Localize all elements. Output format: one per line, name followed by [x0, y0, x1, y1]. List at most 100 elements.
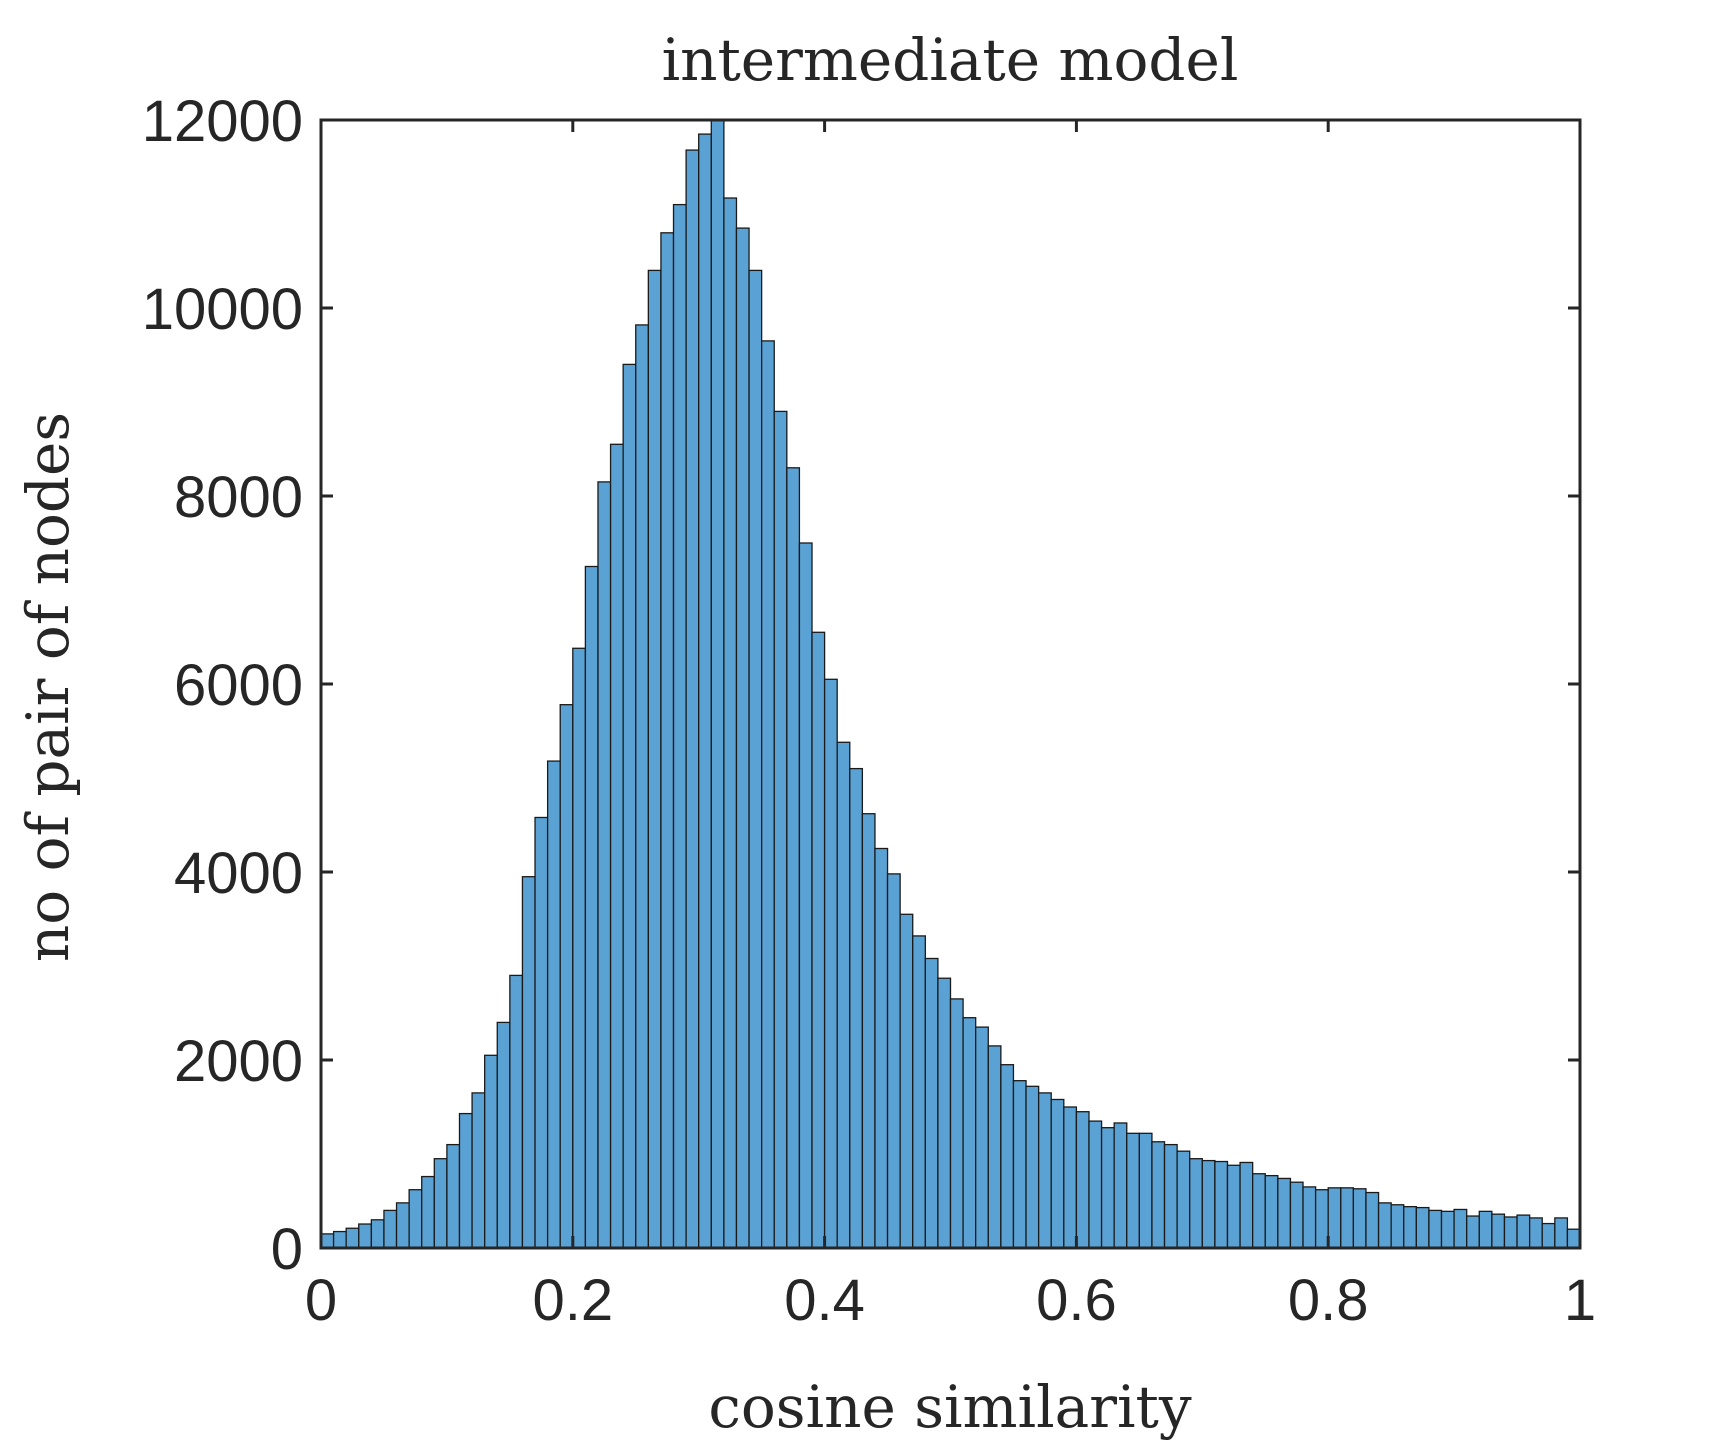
histogram-bar	[773, 410, 788, 1249]
histogram-bar	[358, 1223, 373, 1249]
histogram-bar	[609, 443, 624, 1249]
histogram-bar	[1277, 1177, 1292, 1249]
y-tick-label: 2000	[174, 1029, 303, 1094]
histogram-bar	[1100, 1127, 1115, 1249]
histogram-bar	[823, 678, 838, 1249]
histogram-bar	[1000, 1064, 1015, 1249]
histogram-bar	[546, 760, 561, 1249]
histogram-bar	[660, 232, 675, 1249]
histogram-bar	[1566, 1228, 1581, 1249]
histogram-bar	[509, 974, 524, 1249]
histogram-bar	[1252, 1173, 1266, 1249]
histogram-bar	[1352, 1188, 1367, 1249]
histogram-bar	[685, 149, 700, 1249]
x-tick-label: 0.8	[1288, 1268, 1369, 1333]
histogram-bar	[1113, 1122, 1128, 1249]
histogram-bar	[1126, 1132, 1141, 1249]
chart-title: intermediate model	[662, 26, 1239, 94]
histogram-bar	[886, 873, 901, 1249]
histogram-bar	[1428, 1209, 1443, 1249]
histogram-bar	[1201, 1159, 1216, 1249]
histogram-bar	[748, 269, 763, 1249]
histogram-bar	[395, 1202, 410, 1249]
histogram-bar	[1012, 1080, 1027, 1249]
histogram-bar	[345, 1227, 360, 1249]
histogram-bar	[1390, 1204, 1405, 1249]
histogram-bar	[1478, 1210, 1493, 1249]
histogram-bar	[798, 542, 813, 1249]
histogram-bar	[723, 197, 738, 1249]
histogram-bar	[874, 847, 889, 1249]
y-axis-label: no of pair of nodes	[14, 412, 82, 962]
histogram-bar	[1377, 1202, 1392, 1249]
histogram-bar	[949, 998, 964, 1249]
histogram-bar	[534, 816, 549, 1249]
histogram-bar	[1302, 1186, 1317, 1249]
histogram-bar	[320, 1233, 335, 1249]
y-tick-label: 10000	[142, 277, 303, 342]
x-tick-label: 0.2	[532, 1268, 613, 1333]
x-tick-label: 0	[305, 1268, 337, 1333]
histogram-bar	[647, 269, 662, 1249]
histogram-bar	[1239, 1161, 1254, 1249]
histogram-bar	[1415, 1206, 1430, 1249]
histogram-bar	[383, 1209, 398, 1249]
histogram-bar	[370, 1219, 385, 1249]
histogram-bar	[1226, 1164, 1241, 1249]
histogram-bar	[1189, 1158, 1203, 1249]
y-tick-label: 8000	[174, 465, 303, 530]
histogram-bar	[1365, 1191, 1380, 1249]
histogram-bar	[1025, 1085, 1040, 1249]
y-tick-labels: 0 2000 4000 6000 8000 10000 12000	[142, 89, 303, 1282]
histogram-bar	[698, 133, 712, 1249]
histogram-bar	[1037, 1092, 1052, 1249]
x-tick-labels: 0 0.2 0.4 0.6 0.8 1	[305, 1268, 1596, 1333]
histogram-bar	[1528, 1217, 1543, 1249]
y-tick-label: 12000	[142, 89, 303, 154]
histogram-bar	[1214, 1160, 1229, 1249]
axes-box	[319, 118, 1582, 1250]
histogram-bar	[836, 741, 851, 1249]
histogram-bar	[1340, 1187, 1355, 1249]
histogram-bar	[572, 647, 587, 1249]
histogram-bar	[672, 203, 687, 1249]
histogram-bar	[1503, 1216, 1518, 1249]
histogram-bar	[849, 767, 864, 1249]
histogram-bar	[912, 935, 926, 1249]
y-tick-label: 4000	[174, 841, 303, 906]
histogram-bars	[320, 119, 1581, 1249]
histogram-bar	[484, 1054, 498, 1249]
histogram-bar	[433, 1158, 448, 1249]
histogram-bar	[521, 876, 536, 1249]
y-tick-label: 6000	[174, 653, 303, 718]
histogram-bar	[1440, 1210, 1455, 1249]
histogram-bar	[987, 1045, 1002, 1249]
histogram-bar	[1264, 1174, 1279, 1249]
histogram-bar	[1151, 1141, 1166, 1249]
histogram-bar	[861, 813, 876, 1249]
histogram-bar	[622, 363, 637, 1249]
histogram-bar	[1063, 1106, 1078, 1249]
histogram-bar	[811, 631, 826, 1249]
histogram-bar	[421, 1175, 435, 1249]
histogram-bar	[975, 1026, 989, 1249]
histogram-bar	[710, 119, 725, 1249]
histogram-bar	[1516, 1214, 1531, 1249]
histogram-bar	[1554, 1217, 1569, 1249]
histogram-bar	[1176, 1150, 1191, 1249]
histogram-bar	[924, 957, 939, 1249]
y-tick-label: 0	[271, 1217, 303, 1282]
histogram-bar	[332, 1230, 347, 1249]
histogram-bar	[786, 467, 801, 1249]
histogram-bar	[1491, 1213, 1506, 1249]
histogram-bar	[1163, 1143, 1178, 1249]
histogram-bar	[735, 227, 750, 1249]
histogram-bar	[446, 1143, 461, 1249]
x-tick-label: 0.6	[1036, 1268, 1117, 1333]
histogram-bar	[458, 1112, 473, 1249]
histogram-bar	[962, 1017, 977, 1249]
histogram-bar	[937, 977, 952, 1249]
histogram-bar	[1466, 1215, 1480, 1249]
